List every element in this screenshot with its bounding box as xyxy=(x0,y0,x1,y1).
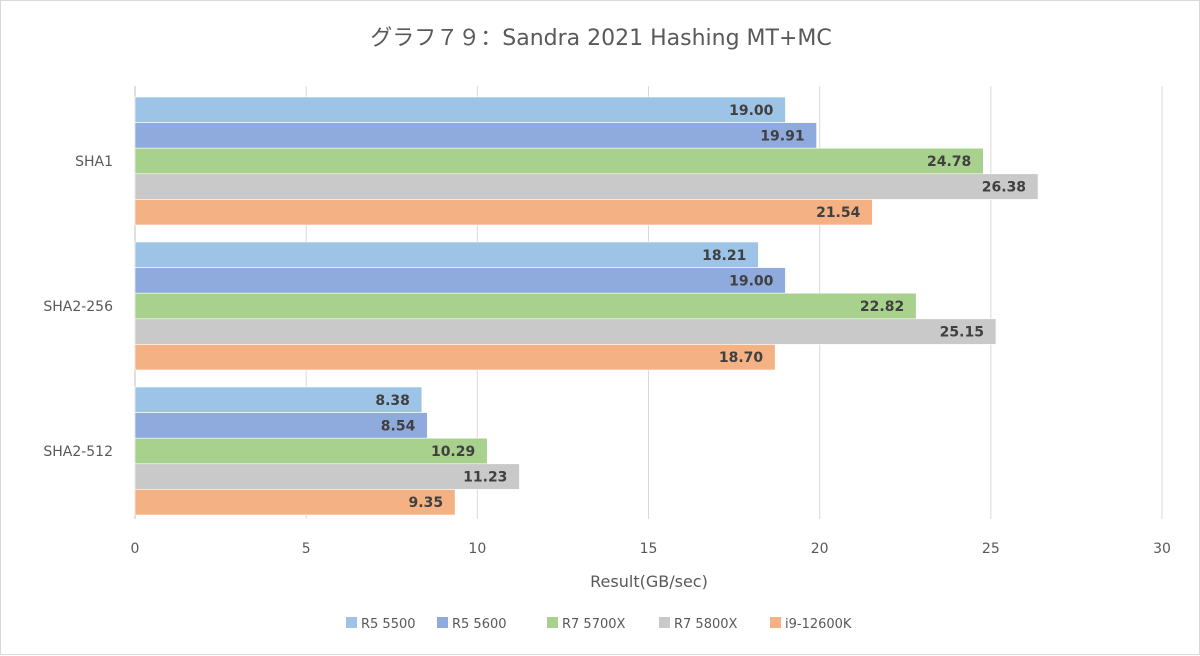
bar xyxy=(134,292,917,320)
x-tick-label: 20 xyxy=(811,541,829,557)
bar xyxy=(134,96,786,123)
x-axis-title: Result(GB/sec) xyxy=(590,572,708,591)
legend-label: R5 5600 xyxy=(452,617,507,632)
data-label: 19.00 xyxy=(729,273,774,289)
bars xyxy=(134,96,1039,516)
bar xyxy=(134,437,488,465)
bar xyxy=(134,199,873,226)
bar xyxy=(134,173,1039,200)
x-tick-label: 0 xyxy=(131,541,140,557)
data-label: 8.38 xyxy=(375,393,410,409)
data-label: 19.00 xyxy=(729,103,774,119)
data-label: 18.70 xyxy=(719,350,764,366)
legend-label: R5 5500 xyxy=(361,617,416,632)
legend-swatch xyxy=(770,617,781,628)
legend-swatch xyxy=(346,617,357,628)
data-label: 8.54 xyxy=(381,418,416,434)
legend-label: R7 5700X xyxy=(562,617,626,632)
chart-title: グラフ７９：Sandra 2021 Hashing MT+MC xyxy=(370,26,832,51)
bar xyxy=(134,412,428,439)
data-label: 10.29 xyxy=(431,444,475,460)
x-tick-label: 25 xyxy=(982,541,1000,557)
bar xyxy=(134,147,984,175)
x-tick-label: 15 xyxy=(640,541,658,557)
category-label: SHA2-256 xyxy=(43,299,113,315)
x-tick-label: 30 xyxy=(1153,541,1171,557)
data-label: 22.82 xyxy=(860,299,904,315)
data-label: 11.23 xyxy=(463,470,507,486)
legend-swatch xyxy=(437,617,448,628)
data-label: 18.21 xyxy=(702,248,746,264)
bar xyxy=(134,241,759,268)
data-label: 24.78 xyxy=(927,154,971,170)
category-label: SHA2-512 xyxy=(43,444,113,460)
legend-label: R7 5800X xyxy=(674,617,738,632)
bar xyxy=(134,489,456,516)
legend: R5 5500 R5 5600 R7 5700X R7 5800X i9-12600K xyxy=(346,617,852,632)
data-label: 26.38 xyxy=(982,180,1026,196)
category-labels: SHA1 SHA2-256 SHA2-512 xyxy=(43,154,113,460)
category-label: SHA1 xyxy=(75,154,113,170)
data-label: 21.54 xyxy=(816,205,861,221)
data-label: 9.35 xyxy=(409,495,444,511)
x-tick-labels: 0 5 10 15 20 25 30 xyxy=(131,541,1171,557)
bar xyxy=(134,267,786,294)
x-tick-label: 10 xyxy=(468,541,486,557)
x-tick-label: 5 xyxy=(302,541,311,557)
data-labels: 19.00 19.91 24.78 26.38 21.54 18.21 19.00 22.82… xyxy=(375,103,1026,511)
bar xyxy=(134,386,423,413)
bar xyxy=(134,344,776,371)
bar xyxy=(134,463,520,490)
legend-swatch xyxy=(659,617,670,628)
data-label: 19.91 xyxy=(760,128,804,144)
bar xyxy=(134,318,997,345)
data-label: 25.15 xyxy=(940,325,984,341)
bar xyxy=(134,122,817,149)
legend-swatch xyxy=(547,617,558,628)
legend-label: i9-12600K xyxy=(785,617,852,632)
